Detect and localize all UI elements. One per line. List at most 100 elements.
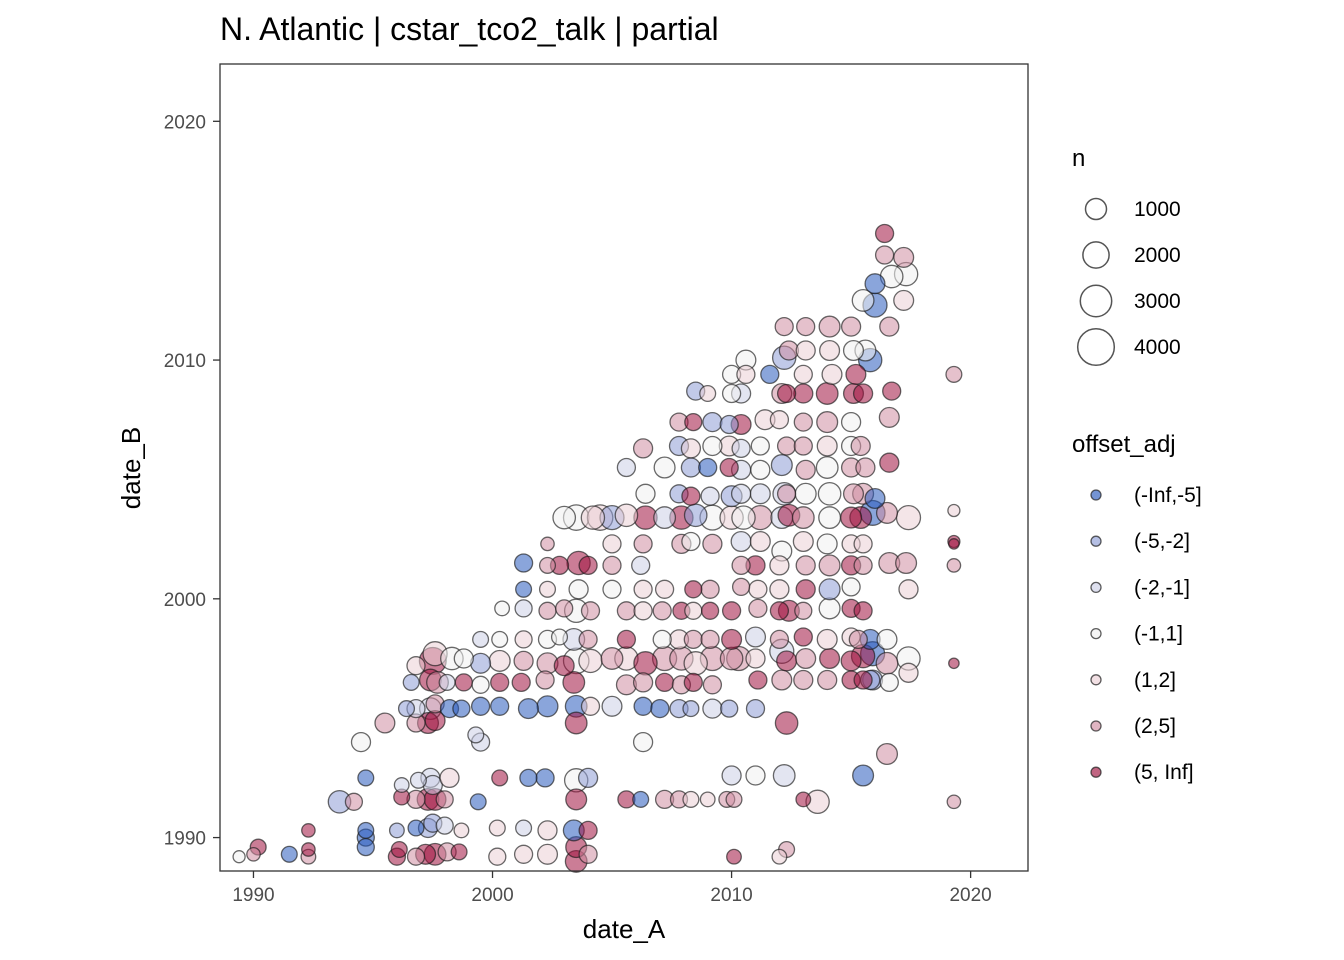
data-point [374,712,396,734]
y-axis-title: date_B [116,427,146,509]
data-point [535,670,555,690]
data-point [580,696,601,716]
data-point [818,315,841,338]
data-point [817,481,842,506]
data-point [633,534,653,554]
data-point [750,459,771,481]
data-point [600,647,624,670]
data-point [795,459,816,481]
data-point [616,457,637,478]
data-point [850,435,871,457]
data-point [578,844,598,864]
data-point [855,457,876,478]
data-point [471,675,490,694]
data-point [535,768,555,788]
data-point [816,628,838,650]
data-point [769,601,790,621]
data-point [731,555,751,576]
data-point [816,411,839,434]
data-point [745,648,766,669]
color-legend-key [1090,489,1102,501]
data-point [388,822,405,839]
data-point [772,764,796,787]
data-point [769,410,790,430]
data-point [946,558,962,573]
data-point [357,821,375,839]
data-point [578,555,598,576]
y-tick-label: 2010 [164,351,206,372]
x-tick-label: 1990 [232,885,274,906]
data-point [851,288,875,312]
data-point [350,731,372,753]
data-point [681,486,701,506]
data-point [721,383,742,404]
data-point [841,577,861,597]
x-axis: 1990 2000 2010 2020 [232,871,992,906]
data-point [435,790,454,809]
data-point [793,364,813,385]
data-point [633,601,653,621]
data-point [684,412,703,432]
size-legend-key [1079,284,1113,318]
data-point [795,791,812,808]
color-legend-label: (-Inf,-5] [1134,484,1202,507]
data-point [438,673,456,691]
data-point [683,672,703,693]
data-point [515,819,533,837]
data-point [684,580,703,599]
data-point [760,364,780,385]
data-point [407,819,425,837]
size-legend: n 1000 2000 3000 4000 [1072,145,1181,367]
data-point [853,534,873,554]
data-point [948,657,960,670]
data-point [796,316,816,337]
data-point [700,579,720,599]
size-legend-label: 4000 [1134,336,1181,359]
data-point [562,670,586,694]
data-point [564,711,588,735]
data-point [519,768,538,788]
data-point [840,411,862,433]
data-point [602,534,622,554]
data-point [745,698,766,719]
plot-panel-border [219,63,1029,872]
data-point [580,505,606,530]
data-point [555,599,574,618]
data-point [550,628,569,646]
data-point [749,530,771,553]
data-point [632,438,654,459]
data-point [653,456,676,479]
data-point [774,316,794,337]
data-point [536,695,559,718]
data-point [653,506,677,530]
data-point [770,454,793,477]
size-legend-title: n [1072,145,1085,172]
data-point [845,363,867,385]
data-point [794,601,813,620]
data-point [602,555,622,576]
data-point [602,579,622,599]
color-legend-label: (-2,-1] [1134,576,1190,599]
data-point [750,436,770,456]
data-point [633,696,653,716]
data-point [409,771,427,789]
data-point [568,579,589,600]
data-point [725,790,743,808]
data-point [601,695,623,717]
data-point [875,501,899,524]
data-point [301,823,316,838]
color-legend-key [1090,627,1102,640]
data-point [490,672,510,693]
data-point [513,553,534,573]
size-legend-label: 2000 [1134,244,1181,267]
data-point [683,651,708,676]
data-point [454,673,473,692]
data-point [301,842,316,857]
data-point [721,601,742,621]
data-point [344,792,364,811]
data-point [818,506,842,530]
color-legend-key [1090,581,1102,594]
data-point [748,598,768,619]
data-point [852,383,874,404]
data-point [776,383,797,404]
